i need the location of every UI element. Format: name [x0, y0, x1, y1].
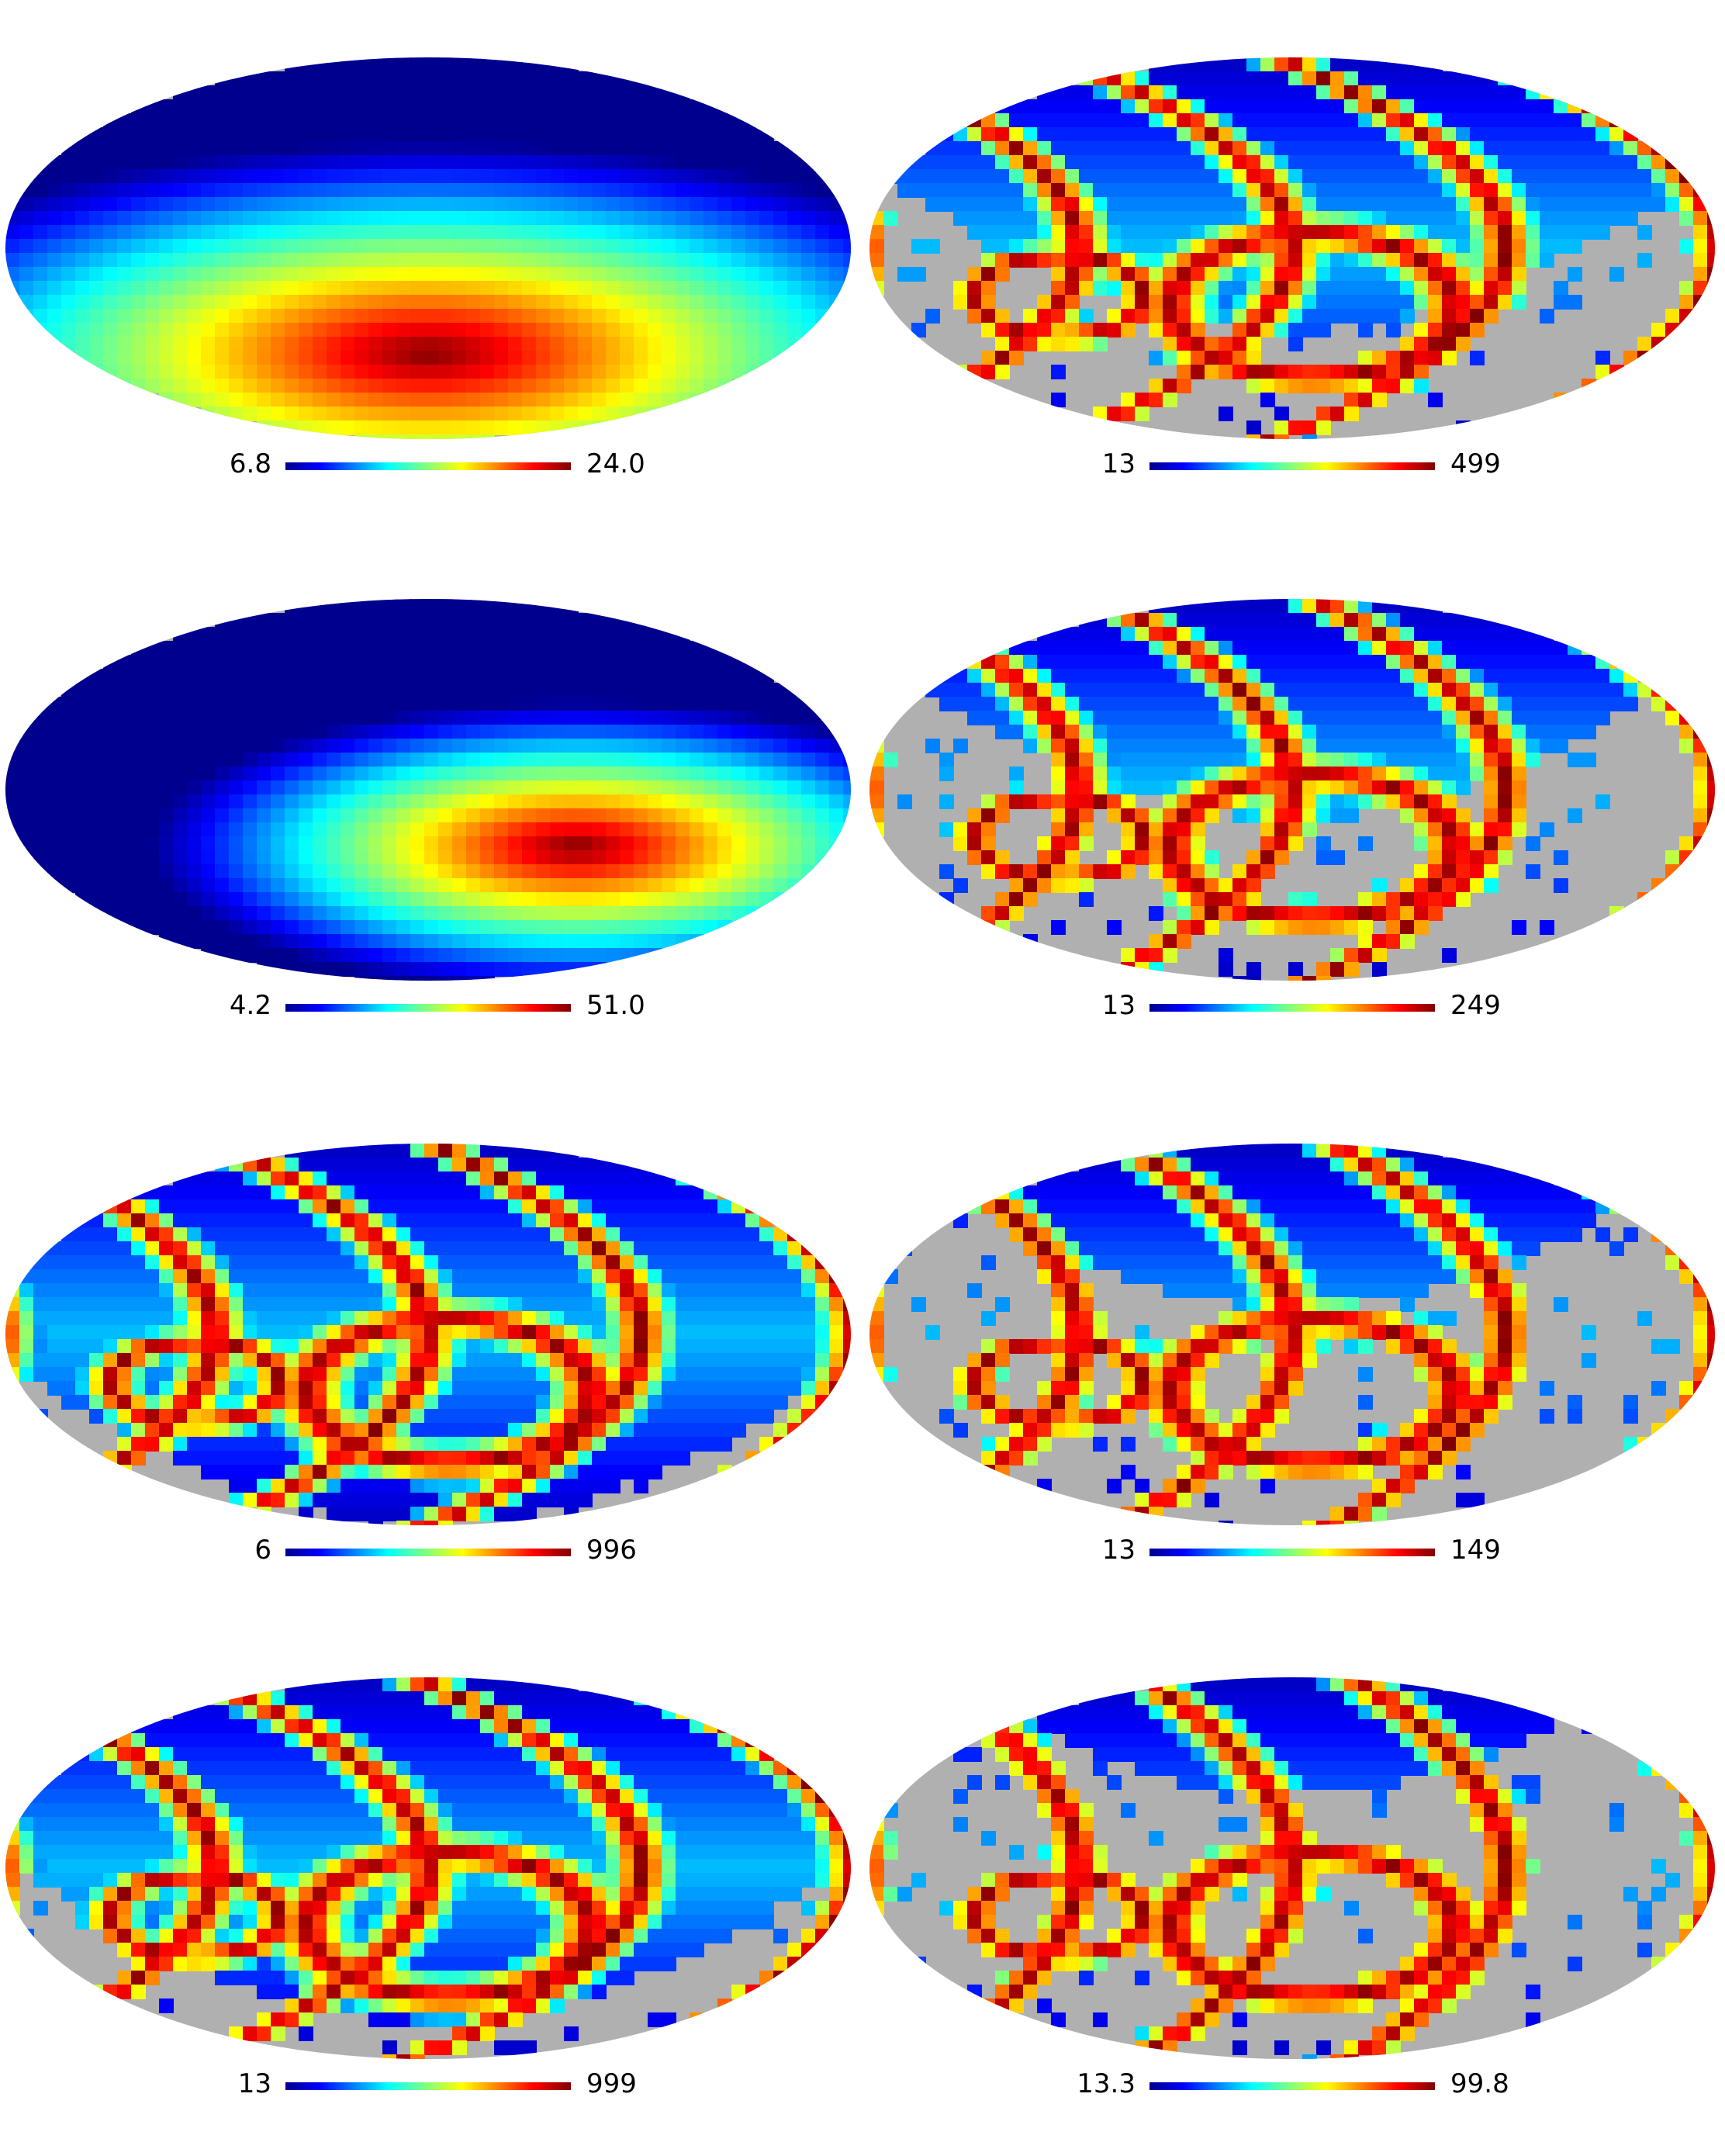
map-pixels [869, 1677, 1715, 2059]
colorbar-min-label: 13 [238, 2068, 271, 2099]
colorbar-max-label: 149 [1450, 1535, 1501, 1566]
colorbar-min-label: 13 [1102, 990, 1136, 1021]
colorbar-max-label: 249 [1450, 990, 1501, 1021]
colorbar [285, 1549, 571, 1556]
colorbar-max-label: 996 [586, 1535, 637, 1566]
colorbar-min-label: 13 [1102, 1535, 1136, 1566]
map-pixels [869, 57, 1715, 439]
sky-map-panel: 13.3 99.8 [869, 1677, 1715, 2099]
colorbar-min-label: 13 [1102, 448, 1136, 479]
map-pixels [5, 1677, 851, 2059]
colorbar-max-label: 51.0 [586, 990, 645, 1021]
sky-map-panel: 4.2 51.0 [5, 599, 851, 1021]
sky-map-panel: 6.8 24.0 [5, 57, 851, 479]
colorbar-max-label: 499 [1450, 448, 1501, 479]
colorbar [1149, 1004, 1435, 1012]
colorbar [1149, 1549, 1435, 1556]
map-pixels [869, 1144, 1715, 1525]
sky-map-panel: 13 999 [5, 1677, 851, 2099]
colorbar [285, 1004, 571, 1012]
colorbar [1149, 2082, 1435, 2090]
sky-map-panel: 13 249 [869, 599, 1715, 1021]
colorbar-min-label: 4.2 [230, 990, 271, 1021]
map-pixels [5, 1144, 851, 1525]
colorbar [285, 462, 571, 470]
colorbar-max-label: 999 [586, 2068, 637, 2099]
colorbar-max-label: 24.0 [586, 448, 645, 479]
colorbar [1149, 462, 1435, 470]
sky-map-panel: 6 996 [5, 1144, 851, 1566]
sky-map-panel: 13 499 [869, 57, 1715, 479]
colorbar [285, 2082, 571, 2090]
map-pixels [5, 57, 851, 439]
colorbar-min-label: 6.8 [230, 448, 271, 479]
sky-map-panel: 13 149 [869, 1144, 1715, 1566]
colorbar-max-label: 99.8 [1450, 2068, 1509, 2099]
map-pixels [5, 599, 851, 981]
colorbar-min-label: 13.3 [1077, 2068, 1136, 2099]
colorbar-min-label: 6 [254, 1535, 271, 1566]
